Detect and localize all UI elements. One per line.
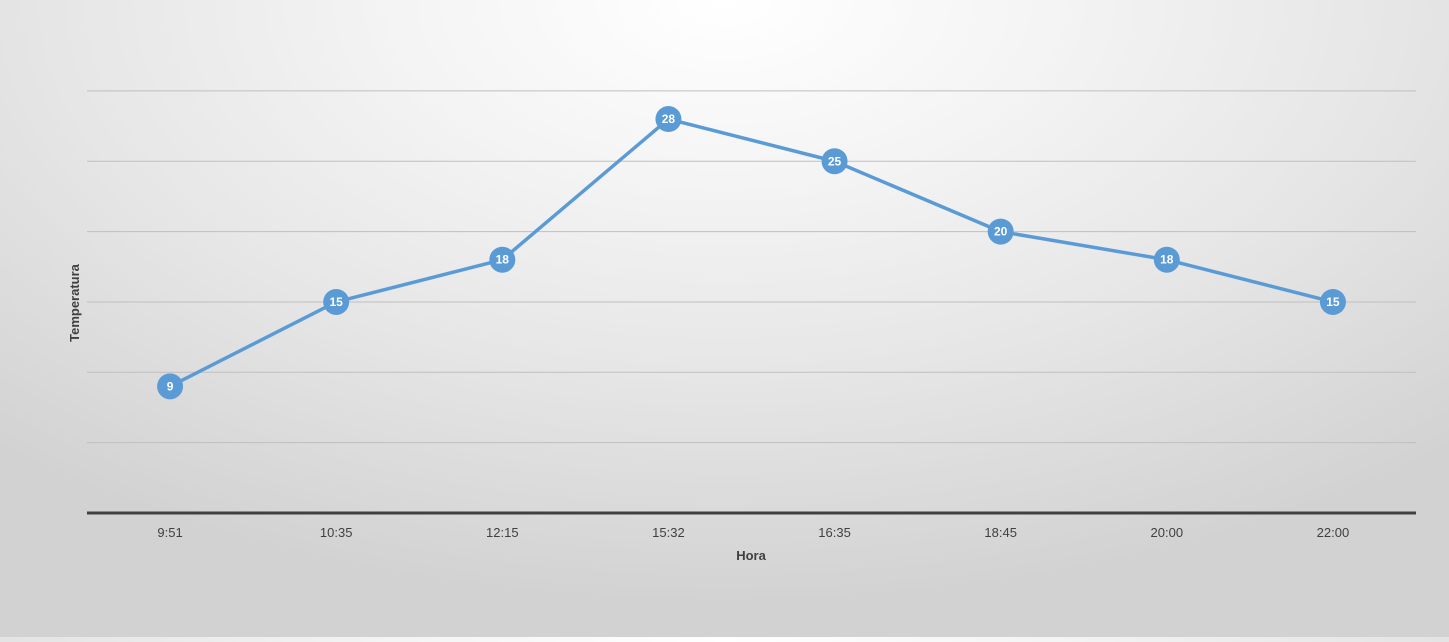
x-tick-label: 22:00 [1317,525,1350,540]
data-label: 28 [662,112,676,126]
x-axis-title: Hora [736,548,766,563]
data-label: 20 [994,225,1008,239]
data-label: 25 [828,154,842,168]
data-markers: 9 15 18 28 25 20 18 15 [157,106,1346,400]
data-label: 15 [330,295,344,309]
data-point [1319,288,1346,315]
data-label: 18 [496,253,510,267]
x-tick-label: 10:35 [320,525,353,540]
series-line [168,117,1335,389]
x-tick-labels: 9:51 10:35 12:15 15:32 16:35 18:45 20:00 22:00 [157,525,1349,540]
data-point [655,106,682,133]
x-tick-label: 9:51 [157,525,182,540]
data-point [821,148,848,175]
data-point [157,373,184,400]
x-tick-label: 20:00 [1151,525,1184,540]
data-label: 9 [167,379,174,393]
data-label: 18 [1160,253,1174,267]
y-axis-title: Temperatura [67,263,82,342]
data-point [1153,246,1180,273]
data-label: 15 [1326,295,1340,309]
data-point [489,246,516,273]
x-tick-label: 12:15 [486,525,519,540]
gridlines [87,90,1416,444]
x-tick-label: 18:45 [984,525,1017,540]
series-temperatura [168,117,1335,389]
x-tick-label: 16:35 [818,525,851,540]
x-tick-label: 15:32 [652,525,685,540]
data-point [323,288,350,315]
data-point [987,218,1014,245]
